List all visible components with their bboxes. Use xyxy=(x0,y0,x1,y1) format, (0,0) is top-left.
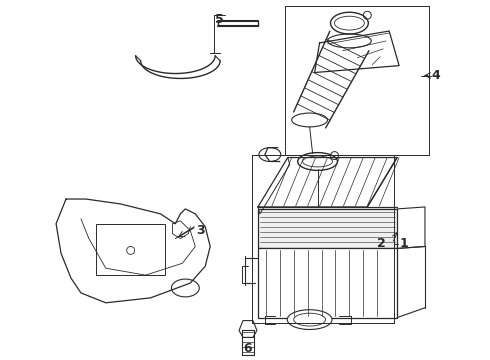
Text: 5: 5 xyxy=(215,13,224,26)
Text: 3: 3 xyxy=(196,224,205,237)
Bar xyxy=(258,248,397,318)
Text: 1: 1 xyxy=(399,237,408,250)
Text: 6: 6 xyxy=(244,342,252,355)
Text: 2: 2 xyxy=(377,237,386,250)
Bar xyxy=(258,209,397,248)
Text: 4: 4 xyxy=(431,69,440,82)
Bar xyxy=(96,224,166,275)
Ellipse shape xyxy=(287,310,332,329)
Polygon shape xyxy=(239,321,257,337)
